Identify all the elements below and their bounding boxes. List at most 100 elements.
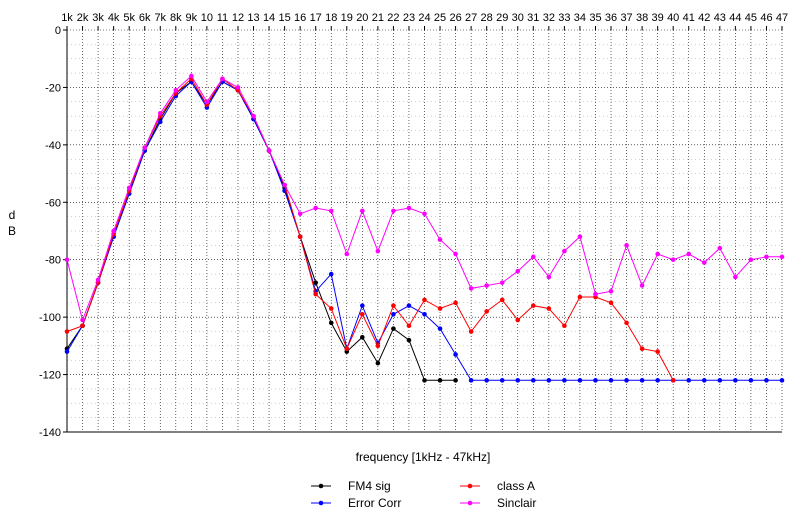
- x-tick-label: 30: [512, 12, 524, 24]
- data-point: [484, 378, 489, 383]
- data-point: [499, 280, 505, 285]
- x-tick-label: 26: [449, 12, 461, 24]
- x-tick-label: 2k: [77, 12, 89, 24]
- y-tick-label: -20: [45, 82, 61, 94]
- data-point: [639, 378, 645, 383]
- data-point: [639, 283, 645, 288]
- data-point: [531, 254, 536, 260]
- data-point: [375, 360, 381, 366]
- data-point: [282, 182, 287, 188]
- data-point: [764, 378, 769, 383]
- data-point: [95, 277, 101, 283]
- data-point: [266, 148, 272, 153]
- data-point: [422, 211, 427, 217]
- x-tick-label: 28: [481, 12, 493, 24]
- x-tick-label: 23: [403, 12, 415, 24]
- x-tick-labels: 1k 2k 3k 4k 5k 6k 7k 8k 9k 10 11 12 13 14 15 16 17 18 19 20…: [61, 12, 788, 24]
- data-point: [391, 311, 396, 317]
- data-point: [64, 329, 70, 334]
- data-point: [577, 294, 583, 300]
- data-point: [453, 378, 458, 383]
- data-point: [515, 268, 521, 274]
- data-point: [328, 320, 334, 326]
- x-tick-label: 19: [341, 12, 353, 24]
- data-point: [391, 303, 396, 308]
- data-point: [499, 297, 505, 303]
- y-axis-label-line-2: B: [8, 224, 16, 238]
- x-tick-label: 33: [558, 12, 570, 24]
- x-tick-label: 38: [636, 12, 648, 24]
- data-point: [142, 145, 148, 151]
- y-tick-label: -80: [45, 255, 61, 267]
- data-point: [624, 320, 629, 326]
- data-point: [484, 309, 489, 314]
- data-point: [297, 234, 303, 240]
- x-tick-label: 47: [776, 12, 788, 24]
- data-point: [608, 378, 614, 383]
- x-tick-label: 37: [620, 12, 632, 24]
- data-point: [453, 300, 458, 306]
- x-tick-label: 13: [247, 12, 259, 24]
- data-point: [375, 248, 381, 254]
- data-point: [344, 346, 350, 352]
- data-point: [64, 257, 70, 263]
- x-tick-label: 45: [745, 12, 757, 24]
- data-point: [624, 243, 629, 248]
- data-point: [360, 334, 365, 340]
- x-tick-label: 24: [418, 12, 430, 24]
- x-tick-label: 44: [729, 12, 741, 24]
- data-point: [562, 323, 567, 329]
- x-tick-label: 25: [434, 12, 446, 24]
- x-tick-label: 20: [356, 12, 368, 24]
- x-tick-label: 11: [217, 12, 228, 24]
- axes: [63, 26, 783, 433]
- legend-label: FM4 sig: [348, 479, 391, 493]
- data-point: [375, 343, 381, 349]
- data-point: [733, 378, 738, 383]
- y-tick-labels: 0 -20 -40 -60 -80 -100 -120 -140: [39, 25, 61, 439]
- x-tick-label: 6k: [139, 12, 151, 24]
- data-point: [546, 378, 552, 383]
- data-point: [546, 274, 552, 280]
- data-point: [608, 300, 614, 306]
- x-tick-label: 40: [667, 12, 679, 24]
- x-tick-label: 22: [387, 12, 399, 24]
- data-point: [157, 119, 163, 125]
- data-point: [515, 378, 521, 383]
- data-point: [624, 378, 629, 383]
- y-tick-label: -120: [39, 370, 61, 382]
- data-point: [655, 251, 660, 257]
- x-tick-label: 3k: [92, 12, 104, 24]
- x-tick-label: 36: [605, 12, 617, 24]
- data-point: [406, 337, 412, 343]
- data-point: [779, 378, 785, 383]
- x-tick-label: 12: [232, 12, 244, 24]
- legend-item: FM4 sig: [311, 479, 391, 493]
- legend-swatch-marker: [318, 500, 324, 506]
- series: [64, 73, 785, 383]
- data-point: [297, 211, 303, 217]
- data-point: [111, 228, 116, 234]
- legend-swatch-marker: [318, 483, 324, 489]
- data-point: [328, 306, 334, 311]
- data-point: [670, 378, 676, 383]
- data-point: [344, 251, 350, 257]
- data-point: [717, 245, 723, 251]
- x-tick-label: 32: [543, 12, 555, 24]
- data-point: [701, 378, 707, 383]
- y-tick-label: 0: [55, 25, 61, 37]
- x-tick-label: 1k: [61, 12, 73, 24]
- data-point: [733, 274, 738, 280]
- data-point: [157, 110, 163, 116]
- y-tick-label: -140: [39, 427, 61, 439]
- x-tick-label: 41: [683, 12, 695, 24]
- legend-swatch-marker: [467, 500, 473, 506]
- x-tick-label: 16: [294, 12, 306, 24]
- data-point: [126, 185, 132, 191]
- data-point: [235, 85, 241, 90]
- data-point: [313, 291, 318, 297]
- x-tick-label: 10: [201, 12, 213, 24]
- data-point: [422, 311, 427, 317]
- x-tick-label: 18: [325, 12, 337, 24]
- data-point: [670, 257, 676, 263]
